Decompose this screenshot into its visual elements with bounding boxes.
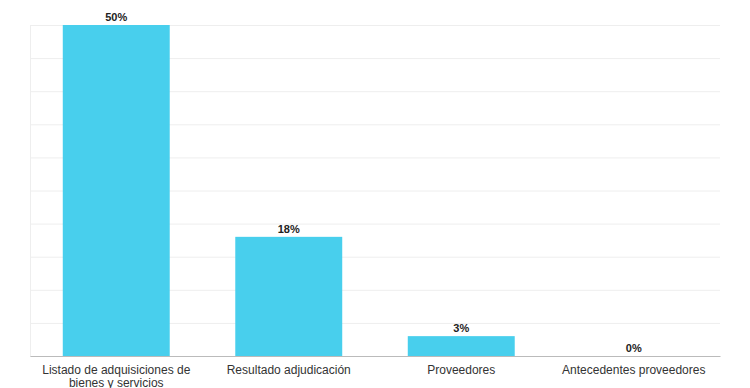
- data-label: 18%: [278, 223, 300, 235]
- y-tick: [30, 356, 720, 357]
- data-labels: 50% 18% 3% 0%: [105, 11, 642, 354]
- x-axis: Listado de adquisiciones debienes y serv…: [31, 356, 721, 388]
- data-label: 50%: [105, 11, 127, 23]
- data-label: 0%: [626, 342, 642, 354]
- bar: [235, 237, 342, 356]
- bar: [408, 336, 515, 356]
- x-tick-label: Antecedentes proveedores: [562, 363, 705, 377]
- chart: Listado de adquisiciones debienes y serv…: [0, 0, 750, 388]
- x-tick-label: Listado de adquisiciones debienes y serv…: [42, 363, 190, 388]
- grid-line: [30, 356, 720, 357]
- y-axis: [30, 26, 720, 357]
- data-label: 3%: [453, 322, 469, 334]
- y-axis-line: [31, 26, 721, 357]
- x-tick: Resultado adjudicación: [227, 356, 351, 377]
- x-tick-label: Resultado adjudicación: [227, 363, 351, 377]
- bar: [63, 25, 170, 356]
- x-tick: Antecedentes proveedores: [562, 356, 705, 377]
- x-tick-label: Proveedores: [427, 363, 495, 377]
- x-axis-line: [31, 356, 721, 357]
- plot: Listado de adquisiciones debienes y serv…: [30, 11, 721, 388]
- bar: [580, 356, 687, 357]
- x-tick: Proveedores: [427, 356, 495, 377]
- x-tick: Listado de adquisiciones debienes y serv…: [42, 356, 190, 388]
- bars: [63, 25, 515, 356]
